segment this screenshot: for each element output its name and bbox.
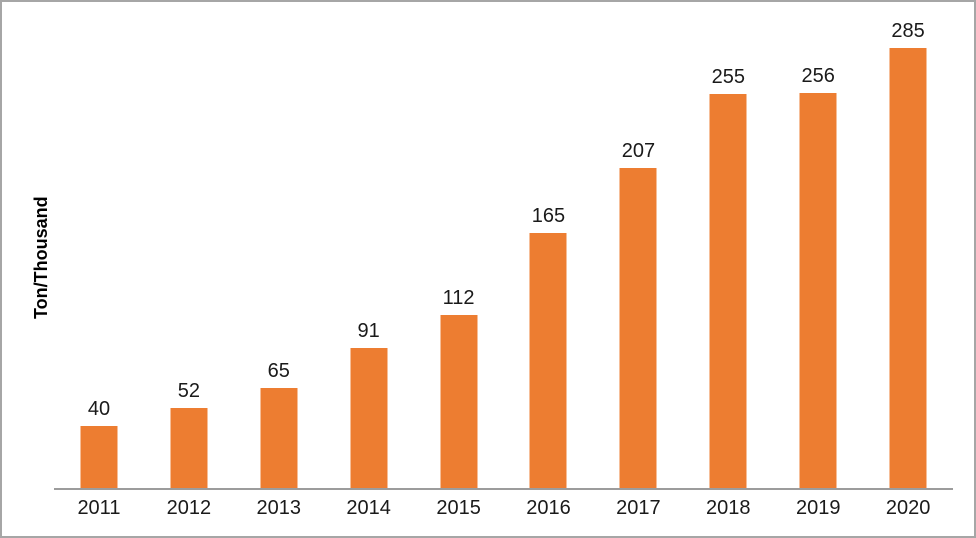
bar-value-label: 207 [621,140,656,162]
bar-value-label: 112 [442,287,475,309]
x-axis-tick-label: 2014 [346,497,391,519]
x-axis-tick-label: 2018 [706,497,751,519]
x-axis-tick-label: 2013 [256,497,302,519]
bar-2017 [619,168,657,488]
bar-slot-2020: 285 [863,2,953,488]
bar-2015 [440,315,478,488]
x-axis-tick-label: 2016 [526,497,571,519]
bar-slot-2012: 52 [144,2,234,488]
x-axis-tick-label: 2020 [885,497,931,519]
x-axis-tick-label: 2012 [166,497,212,519]
bar-slot-2018: 255 [683,2,773,488]
x-axis-line [54,488,953,490]
bar-slot-2019: 256 [773,2,863,488]
bar-2020 [889,48,927,488]
bar-slot-2014: 91 [324,2,414,488]
bar-2019 [799,93,837,488]
bar-value-label: 255 [711,66,745,88]
y-axis-title: Ton/Thousand [31,196,51,319]
x-axis-tick-label: 2017 [616,497,661,519]
bar-value-label: 165 [531,205,566,227]
bar-value-label: 40 [87,398,111,420]
bar-2016 [529,233,567,488]
x-axis-tick-label: 2011 [77,497,121,519]
bar-value-label: 52 [177,380,200,402]
x-axis-tick-label: 2019 [795,497,841,519]
bar-value-label: 285 [891,20,925,42]
bar-slot-2017: 207 [593,2,683,488]
plot-area: 40 52 65 91 112 165 207 255 256 285 [54,2,953,488]
bar-value-label: 256 [801,65,835,87]
bar-slot-2015: 112 [414,2,504,488]
bar-2013 [260,388,298,488]
x-axis-labels: 2011 2012 2013 2014 2015 2016 2017 2018 2019 2020 [54,497,953,519]
bar-2012 [170,408,208,488]
bar-2018 [709,94,747,488]
bar-value-label: 91 [357,320,380,342]
bar-slot-2013: 65 [234,2,324,488]
bar-value-label: 65 [267,360,290,382]
bar-2014 [350,348,388,488]
x-axis-tick-label: 2015 [436,497,481,519]
bar-slot-2011: 40 [54,2,144,488]
bar-2011 [80,426,118,488]
bar-slot-2016: 165 [504,2,594,488]
